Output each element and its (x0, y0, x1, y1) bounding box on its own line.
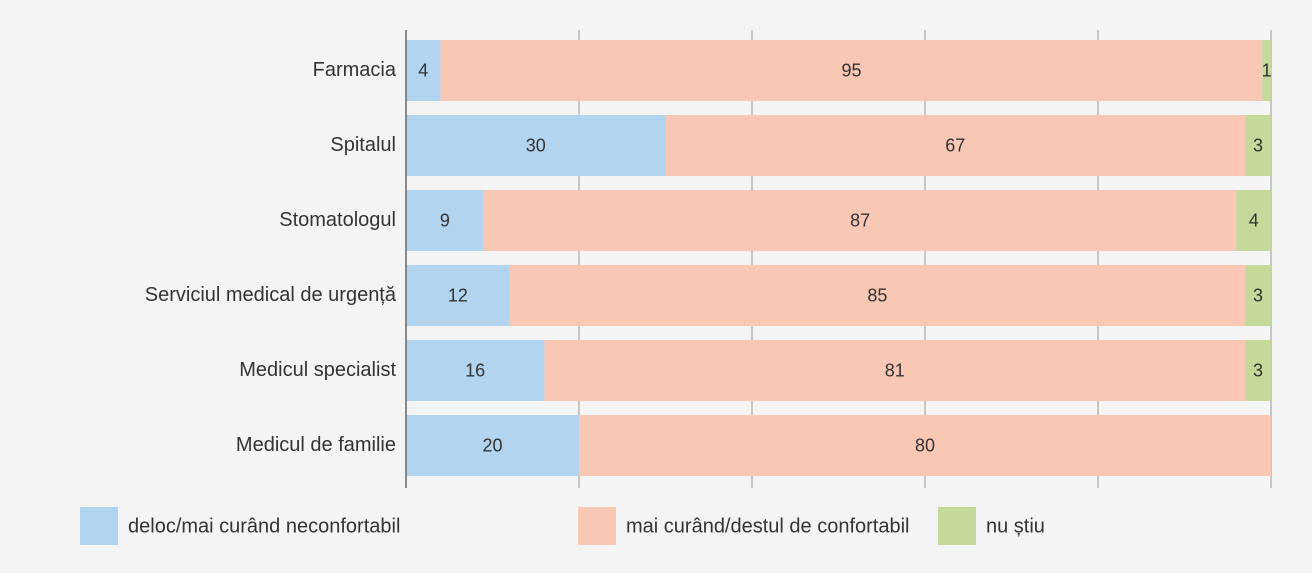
bar-segment (579, 415, 1271, 476)
bar-segment (406, 40, 441, 101)
data-label: 4 (418, 60, 428, 80)
legend-swatch (938, 507, 976, 545)
data-label: 16 (465, 360, 485, 380)
data-label: 12 (448, 285, 468, 305)
bar-segment (406, 415, 579, 476)
bar-segment (440, 40, 1263, 101)
data-label: 3 (1253, 360, 1263, 380)
bar-segment (1236, 190, 1271, 251)
data-label: 67 (945, 135, 965, 155)
data-label: 85 (867, 285, 887, 305)
y-tick-label: Farmacia (313, 59, 397, 81)
bar-segment (406, 115, 666, 176)
bar-segment (544, 340, 1246, 401)
bar-segment (483, 190, 1237, 251)
bar-segment (665, 115, 1246, 176)
legend-label: deloc/mai curând neconfortabil (128, 515, 400, 537)
y-tick-label: Stomatologul (279, 209, 396, 231)
legend-label: mai curând/destul de confortabil (626, 515, 910, 537)
data-label: 3 (1253, 285, 1263, 305)
y-tick-label: Medicul de familie (236, 434, 396, 456)
bar-segment (1262, 40, 1271, 101)
bar-segment (406, 265, 510, 326)
y-tick-label: Spitalul (330, 134, 396, 156)
bar-segment (1245, 115, 1271, 176)
data-label: 80 (915, 435, 935, 455)
bar-segment (406, 340, 545, 401)
data-label: 95 (841, 60, 861, 80)
data-label: 1 (1262, 60, 1272, 80)
data-label: 87 (850, 210, 870, 230)
bar-segment (1245, 265, 1271, 326)
bar-segment (509, 265, 1246, 326)
data-label: 81 (885, 360, 905, 380)
y-tick-label: Medicul specialist (239, 359, 396, 381)
data-label: 30 (526, 135, 546, 155)
bar-segment (406, 190, 484, 251)
y-tick-label: Serviciul medical de urgență (145, 284, 397, 306)
data-label: 3 (1253, 135, 1263, 155)
data-label: 9 (440, 210, 450, 230)
legend-swatch (80, 507, 118, 545)
legend-swatch (578, 507, 616, 545)
data-label: 20 (482, 435, 502, 455)
legend-label: nu știu (986, 515, 1045, 537)
data-label: 4 (1249, 210, 1259, 230)
bar-segment (1245, 340, 1271, 401)
